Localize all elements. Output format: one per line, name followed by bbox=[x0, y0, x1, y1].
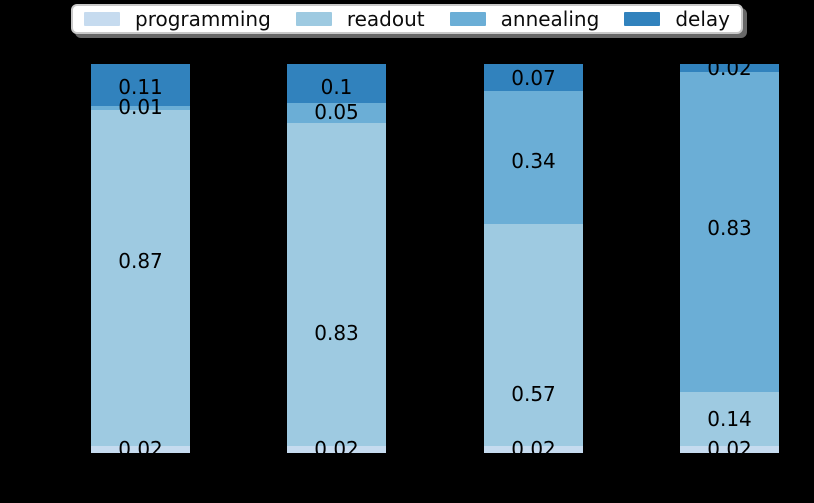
bar-4-segment-readout bbox=[680, 392, 779, 447]
bar-2 bbox=[287, 64, 386, 454]
legend-swatch-delay bbox=[624, 12, 661, 26]
bar-2-value-label: 0.83 bbox=[314, 321, 359, 345]
legend-label: programming bbox=[135, 7, 271, 31]
bar-2-segment-delay bbox=[287, 64, 386, 103]
bar-1-value-label: 0.11 bbox=[118, 75, 163, 99]
bar-3-value-label: 0.57 bbox=[511, 382, 556, 406]
legend-item-annealing: annealing bbox=[449, 7, 600, 31]
bar-4-segment-programming bbox=[680, 446, 779, 454]
bar-4-value-label: 0.14 bbox=[707, 407, 752, 431]
bar-1 bbox=[91, 64, 190, 454]
bar-2-value-label: 0.05 bbox=[314, 100, 359, 124]
legend-label: readout bbox=[346, 7, 425, 31]
bar-2-segment-readout bbox=[287, 122, 386, 447]
x-axis-spine bbox=[41, 452, 780, 455]
legend-swatch-annealing bbox=[449, 12, 486, 26]
bar-1-segment-annealing bbox=[91, 106, 190, 111]
bar-1-value-label: 0.01 bbox=[118, 95, 163, 119]
bar-4 bbox=[680, 64, 779, 454]
legend-item-readout: readout bbox=[295, 7, 425, 31]
bar-4-value-label: 0.02 bbox=[707, 437, 752, 461]
bar-1-value-label: 0.02 bbox=[118, 437, 163, 461]
bar-2-segment-programming bbox=[287, 446, 386, 454]
bar-4-segment-delay bbox=[680, 64, 779, 72]
bar-3-value-label: 0.02 bbox=[511, 437, 556, 461]
bar-1-value-label: 0.87 bbox=[118, 249, 163, 273]
bar-4-value-label: 0.83 bbox=[707, 216, 752, 240]
bar-4-value-label: 0.02 bbox=[707, 56, 752, 80]
bar-1-segment-delay bbox=[91, 64, 190, 107]
bar-3-segment-delay bbox=[484, 64, 583, 92]
legend-item-programming: programming bbox=[84, 9, 271, 29]
bar-3-segment-programming bbox=[484, 446, 583, 454]
legend-label: delay bbox=[675, 7, 730, 31]
legend-box: programming readout annealing delay bbox=[71, 4, 743, 34]
legend-swatch-programming bbox=[84, 12, 120, 26]
legend-swatch-readout bbox=[295, 12, 332, 26]
bar-2-value-label: 0.1 bbox=[320, 75, 353, 99]
bar-3-segment-readout bbox=[484, 223, 583, 447]
bar-2-segment-annealing bbox=[287, 103, 386, 123]
bar-3-value-label: 0.07 bbox=[511, 66, 556, 90]
bar-1-segment-readout bbox=[91, 110, 190, 447]
bar-4-segment-annealing bbox=[680, 71, 779, 393]
legend-item-delay: delay bbox=[624, 9, 730, 29]
bar-1-segment-programming bbox=[91, 446, 190, 454]
bar-3-segment-annealing bbox=[484, 91, 583, 224]
bar-3 bbox=[484, 64, 583, 454]
bar-2-value-label: 0.02 bbox=[314, 437, 359, 461]
bar-3-value-label: 0.34 bbox=[511, 149, 556, 173]
legend-label: annealing bbox=[500, 7, 600, 31]
